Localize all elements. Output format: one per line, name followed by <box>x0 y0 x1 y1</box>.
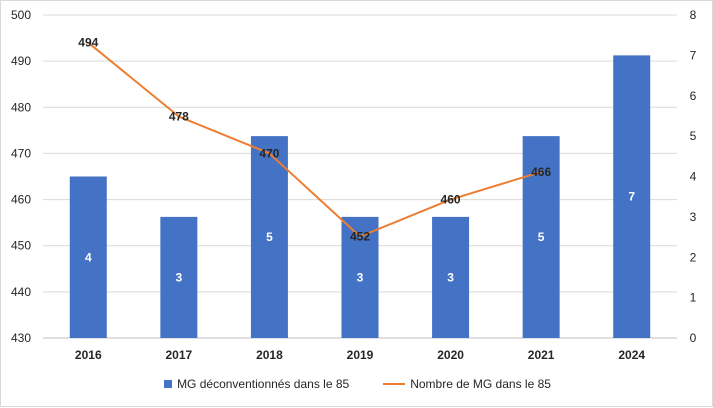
bar-data-label: 3 <box>357 270 364 284</box>
y-tick-label-left: 450 <box>11 239 31 253</box>
bar <box>432 216 470 338</box>
legend-item-line: Nombre de MG dans le 85 <box>383 377 551 391</box>
x-tick-label: 2018 <box>256 348 283 362</box>
bar-data-label: 7 <box>628 190 635 204</box>
bar-data-label: 4 <box>85 250 92 264</box>
y-tick-label-left: 480 <box>11 100 31 114</box>
y-tick-label-left: 440 <box>11 285 31 299</box>
y-tick-label-left: 490 <box>11 54 31 68</box>
y-tick-label-left: 430 <box>11 331 31 345</box>
series-line <box>87 41 542 238</box>
y-tick-label-left: 500 <box>11 8 31 22</box>
line-data-label: 494 <box>78 36 98 50</box>
x-tick-label: 2021 <box>528 348 555 362</box>
x-tick-label: 2024 <box>618 348 645 362</box>
bar <box>69 176 107 338</box>
x-tick-label: 2017 <box>166 348 193 362</box>
y-tick-label-right: 2 <box>690 250 697 264</box>
y-tick-label-left: 470 <box>11 146 31 160</box>
legend-label-bars: MG déconventionnés dans le 85 <box>177 377 350 391</box>
legend: MG déconventionnés dans le 85 Nombre de … <box>1 374 713 394</box>
y-tick-label-right: 5 <box>690 129 697 143</box>
y-tick-label-right: 7 <box>690 48 697 62</box>
bar-data-label: 3 <box>176 270 183 284</box>
legend-swatch-bars <box>164 380 173 388</box>
y-tick-label-left: 460 <box>11 193 31 207</box>
y-tick-label-right: 3 <box>690 210 697 224</box>
bar <box>522 136 560 338</box>
bar-data-label: 5 <box>538 230 545 244</box>
x-tick-label: 2016 <box>75 348 102 362</box>
y-tick-label-right: 0 <box>690 331 697 345</box>
bar <box>160 216 198 338</box>
y-tick-label-right: 6 <box>690 89 697 103</box>
bar <box>613 55 651 338</box>
legend-label-line: Nombre de MG dans le 85 <box>410 377 551 391</box>
x-tick-label: 2020 <box>437 348 464 362</box>
line-data-label: 470 <box>259 146 279 160</box>
y-tick-label-right: 8 <box>690 8 697 22</box>
x-tick-label: 2019 <box>347 348 374 362</box>
y-tick-label-right: 1 <box>690 291 697 305</box>
bar <box>250 136 288 338</box>
legend-swatch-line <box>383 383 406 385</box>
y-tick-label-right: 4 <box>690 170 697 184</box>
legend-item-bars: MG déconventionnés dans le 85 <box>164 377 349 391</box>
line-data-label: 452 <box>350 229 370 243</box>
line-data-label: 460 <box>441 193 461 207</box>
line-data-label: 478 <box>169 110 189 124</box>
bar-data-label: 3 <box>447 270 454 284</box>
line-data-label: 466 <box>531 165 551 179</box>
bar-data-label: 5 <box>266 230 273 244</box>
